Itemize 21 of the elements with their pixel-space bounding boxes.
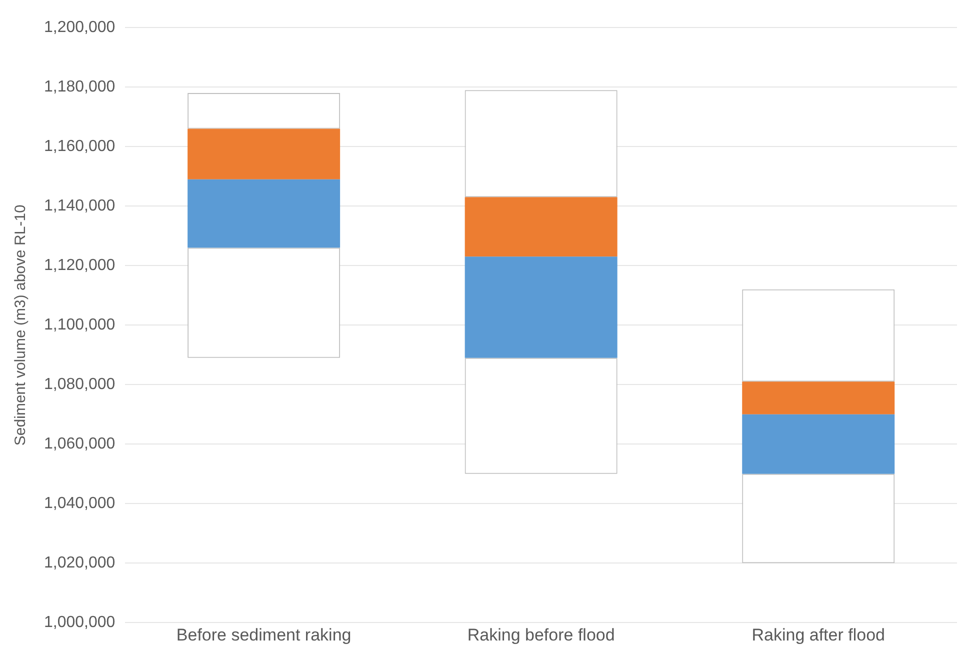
y-tick-label: 1,180,000 [44,78,116,96]
x-tick-label: Raking after flood [752,625,885,644]
y-tick-label: 1,060,000 [44,436,116,453]
y-axis-title: Sediment volume (m3) above RL-10 [12,204,30,446]
bar [742,414,895,474]
bar [464,256,618,358]
y-tick-label: 1,200,000 [44,19,116,36]
bar [464,197,618,257]
y-tick-label: 1,160,000 [44,138,116,156]
y-tick-label: 1,040,000 [44,495,116,512]
y-tick-label: 1,140,000 [44,198,116,215]
bar [188,179,340,248]
bar [188,128,340,180]
y-tick-label: 1,000,000 [44,614,116,632]
bar [742,382,895,414]
y-tick-label: 1,080,000 [44,376,116,394]
y-tick-label: 1,120,000 [44,257,116,274]
x-tick-label: Raking before flood [467,625,615,644]
x-tick-label: Before sediment raking [176,625,352,644]
y-tick-label: 1,020,000 [44,554,116,572]
y-tick-label: 1,100,000 [44,316,116,334]
